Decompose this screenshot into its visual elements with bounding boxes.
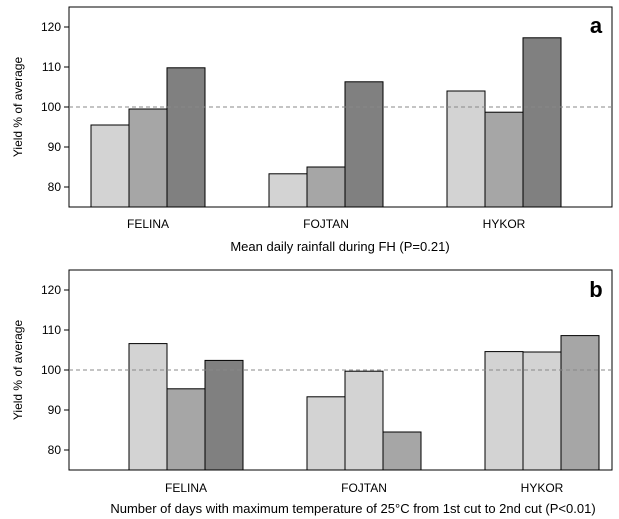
- x-category-label: FELINA: [127, 217, 169, 231]
- bar: [306, 396, 346, 471]
- y-axis-label: Yield % of average: [11, 320, 25, 421]
- bar: [128, 343, 168, 471]
- y-tick-label: 120: [41, 283, 61, 297]
- y-tick-label: 110: [42, 323, 61, 337]
- y-tick-label: 80: [48, 443, 62, 457]
- x-category-label: FOJTAN: [303, 217, 349, 231]
- bar: [522, 351, 562, 471]
- bar: [484, 111, 524, 208]
- y-tick-label: 80: [48, 180, 62, 194]
- bar: [344, 81, 384, 208]
- bar: [204, 359, 244, 471]
- x-category-label: HYKOR: [521, 481, 564, 495]
- y-tick-label: 90: [48, 140, 62, 154]
- bar: [166, 67, 206, 208]
- bar: [484, 351, 524, 471]
- panel-a: 80 90 100 110 120 FELINA FOJTAN HYKOR Mean daily…: [11, 6, 613, 254]
- x-category-label: HYKOR: [483, 217, 526, 231]
- y-tick-label: 100: [41, 363, 61, 377]
- x-category-label: FELINA: [165, 481, 207, 495]
- bar: [446, 90, 486, 208]
- bar: [90, 124, 130, 208]
- bar: [522, 37, 562, 208]
- bar: [382, 431, 422, 471]
- x-category-label: FOJTAN: [341, 481, 387, 495]
- bar: [560, 335, 600, 471]
- bar: [166, 388, 206, 471]
- bar: [306, 166, 346, 208]
- x-axis-label: Mean daily rainfall during FH (P=0.21): [230, 239, 449, 254]
- bar: [268, 173, 308, 208]
- y-tick-label: 90: [48, 403, 62, 417]
- y-axis-label: Yield % of average: [11, 57, 25, 158]
- y-tick-label: 100: [41, 100, 61, 114]
- x-axis-label: Number of days with maximum temperature …: [110, 501, 595, 516]
- bar: [128, 108, 168, 208]
- y-tick-label: 120: [41, 20, 61, 34]
- panel-b: 80 90 100 110 120 FELINA FOJTAN HYKOR Number of …: [11, 269, 613, 516]
- panel-label: a: [590, 13, 603, 38]
- y-tick-label: 110: [42, 60, 61, 74]
- panel-label: b: [589, 277, 602, 302]
- bar: [344, 370, 384, 471]
